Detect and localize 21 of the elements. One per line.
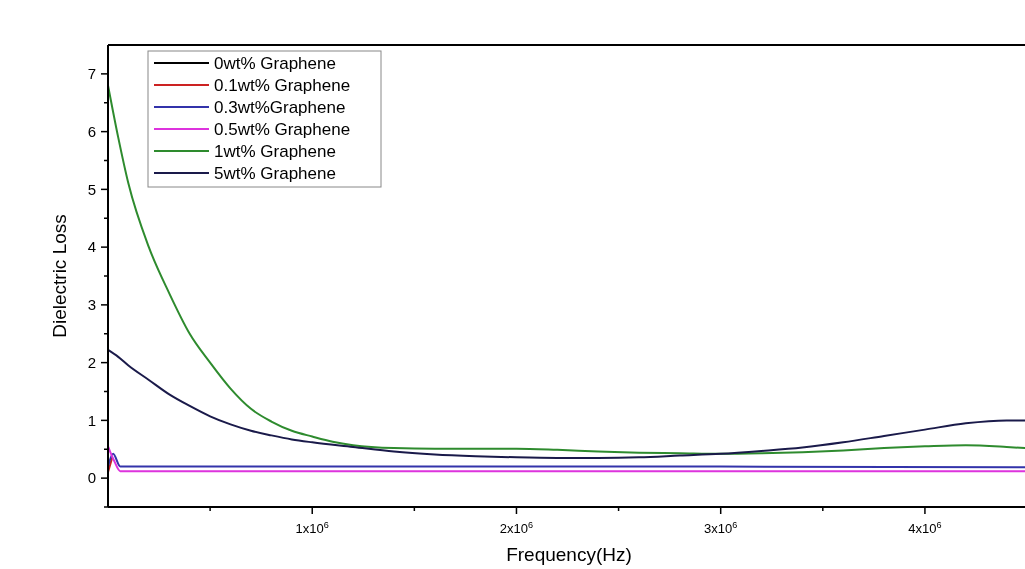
y-tick-label: 5 xyxy=(87,180,96,198)
legend-label: 1wt% Graphene xyxy=(214,141,336,161)
legend-label: 0.3wt%Graphene xyxy=(214,97,346,117)
y-tick-label: 0 xyxy=(87,469,96,487)
x-tick-label: 4x10$^{6}$ xyxy=(908,520,942,536)
legend-label: 5wt% Graphene xyxy=(214,163,336,183)
legend-label: 0.1wt% Graphene xyxy=(214,75,351,95)
y-axis-title: Dielectric Loss xyxy=(49,214,70,338)
line-series xyxy=(108,348,1025,459)
y-tick-label: 2 xyxy=(87,353,96,371)
y-tick-label: 6 xyxy=(87,122,96,140)
x-tick-label: 1x10$^{6}$ xyxy=(295,520,329,536)
x-tick-label: 2x10$^{6}$ xyxy=(499,520,534,536)
y-tick-label: 4 xyxy=(87,238,96,256)
y-tick-label: 1 xyxy=(87,411,96,429)
y-tick-label: 7 xyxy=(87,65,96,83)
legend-label: 0wt% Graphene xyxy=(214,53,336,73)
x-axis-title: Frequency(Hz) xyxy=(506,544,632,565)
legend-label: 0.5wt% Graphene xyxy=(214,119,351,139)
y-tick-label: 3 xyxy=(87,296,96,314)
x-tick-label: 3x10$^{6}$ xyxy=(704,520,738,536)
